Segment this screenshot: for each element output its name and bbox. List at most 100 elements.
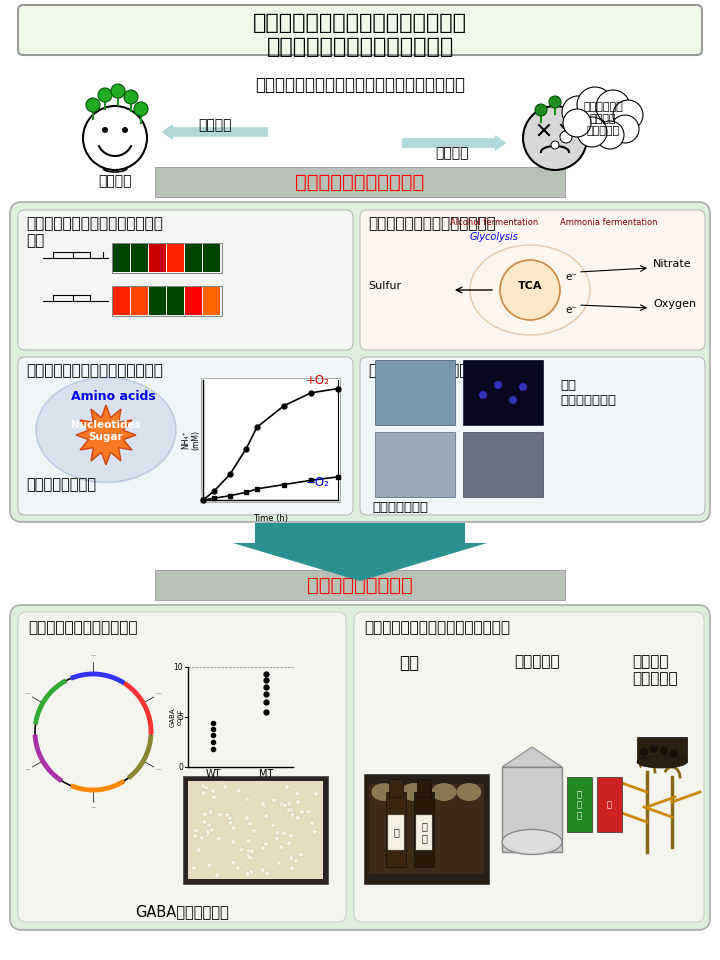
Bar <box>183 776 328 884</box>
Circle shape <box>310 821 315 826</box>
Circle shape <box>207 823 212 828</box>
Bar <box>369 784 484 874</box>
Text: —: — <box>24 691 30 697</box>
Bar <box>131 244 148 272</box>
Circle shape <box>201 790 206 796</box>
Circle shape <box>279 802 284 806</box>
Text: カビ毒・
植物病原菌: カビ毒・ 植物病原菌 <box>632 654 678 686</box>
Circle shape <box>205 832 210 837</box>
Circle shape <box>596 121 624 149</box>
Circle shape <box>563 109 591 137</box>
Circle shape <box>264 814 269 819</box>
Circle shape <box>562 96 594 128</box>
Circle shape <box>216 836 221 841</box>
Circle shape <box>271 823 275 828</box>
Circle shape <box>261 846 266 851</box>
Text: GABAを多く含む麹: GABAを多く含む麹 <box>135 904 229 919</box>
Circle shape <box>247 855 252 860</box>
Text: 得られた成果の応用: 得られた成果の応用 <box>307 575 413 594</box>
Circle shape <box>509 396 517 404</box>
Circle shape <box>261 802 266 806</box>
Circle shape <box>577 117 607 147</box>
Circle shape <box>211 795 216 800</box>
Circle shape <box>650 745 658 753</box>
FancyBboxPatch shape <box>18 5 702 55</box>
Circle shape <box>284 784 289 789</box>
Text: Ammonia fermentation: Ammonia fermentation <box>560 218 657 227</box>
Text: 研究によりわかったこと: 研究によりわかったこと <box>295 173 425 191</box>
Circle shape <box>204 785 209 790</box>
Circle shape <box>287 807 292 812</box>
Ellipse shape <box>372 783 397 801</box>
Circle shape <box>215 873 220 877</box>
Text: く、苦しい。
なんとか
しなくては: く、苦しい。 なんとか しなくては <box>583 103 623 135</box>
Circle shape <box>249 856 254 861</box>
Circle shape <box>210 788 215 793</box>
Bar <box>131 287 148 315</box>
FancyBboxPatch shape <box>354 612 704 922</box>
Text: TCA: TCA <box>518 281 542 291</box>
Circle shape <box>282 831 287 836</box>
Circle shape <box>208 809 213 814</box>
Circle shape <box>202 820 207 825</box>
Text: カビの低酸素応答機構の解明と新規: カビの低酸素応答機構の解明と新規 <box>253 13 467 33</box>
Circle shape <box>205 829 210 835</box>
FancyBboxPatch shape <box>10 202 710 522</box>
Text: —: — <box>90 805 96 810</box>
Polygon shape <box>76 405 136 465</box>
Bar <box>414 792 434 867</box>
Circle shape <box>98 88 112 102</box>
Circle shape <box>217 812 222 817</box>
Text: WT: WT <box>205 769 221 779</box>
Text: 酒: 酒 <box>393 827 399 837</box>
Circle shape <box>86 98 100 112</box>
Bar <box>597 777 622 832</box>
Text: —: — <box>90 654 96 659</box>
Circle shape <box>494 381 502 389</box>
Circle shape <box>535 104 547 116</box>
Circle shape <box>563 104 575 116</box>
Bar <box>167 287 184 315</box>
Bar <box>375 432 455 497</box>
Text: 0: 0 <box>178 762 183 772</box>
Ellipse shape <box>456 783 482 801</box>
Circle shape <box>248 821 253 827</box>
Circle shape <box>231 860 236 865</box>
Text: e⁻: e⁻ <box>565 305 577 315</box>
Circle shape <box>295 815 300 821</box>
Circle shape <box>222 784 228 789</box>
Circle shape <box>245 797 250 802</box>
FancyBboxPatch shape <box>18 612 346 922</box>
Ellipse shape <box>502 829 562 854</box>
Text: 5: 5 <box>178 712 183 722</box>
Circle shape <box>479 391 487 399</box>
Circle shape <box>312 829 317 834</box>
Bar <box>416 815 432 850</box>
Circle shape <box>230 839 235 845</box>
Bar <box>185 244 202 272</box>
Bar <box>203 287 220 315</box>
Text: 液胞
オートファジー: 液胞 オートファジー <box>560 379 616 407</box>
Text: —: — <box>156 691 161 697</box>
Circle shape <box>640 748 648 756</box>
Text: Alcohol fermentation: Alcohol fermentation <box>450 218 539 227</box>
Circle shape <box>294 858 299 863</box>
Circle shape <box>265 872 270 876</box>
FancyBboxPatch shape <box>360 357 705 515</box>
Circle shape <box>122 127 128 133</box>
Circle shape <box>244 816 249 821</box>
Text: 酸素の代わりになるものを使う: 酸素の代わりになるものを使う <box>368 216 496 231</box>
Circle shape <box>192 833 197 838</box>
Circle shape <box>194 828 199 833</box>
Circle shape <box>560 131 572 143</box>
FancyBboxPatch shape <box>18 357 353 515</box>
Circle shape <box>250 849 255 854</box>
Circle shape <box>208 810 213 816</box>
Circle shape <box>300 809 305 814</box>
Ellipse shape <box>431 783 456 801</box>
Ellipse shape <box>36 377 176 483</box>
Bar <box>417 779 431 797</box>
Circle shape <box>202 811 207 817</box>
Text: 元気！！: 元気！！ <box>98 174 132 188</box>
Circle shape <box>670 749 678 757</box>
